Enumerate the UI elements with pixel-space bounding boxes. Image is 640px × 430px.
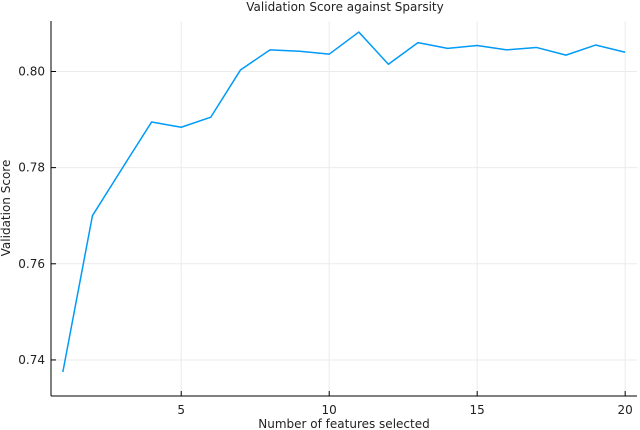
- y-tick-label: 0.74: [18, 353, 45, 367]
- y-axis-label: Validation Score: [0, 160, 13, 257]
- series-line: [62, 31, 626, 373]
- ticks: 5 10 15 20 0.74 0.76 0.78 0.80: [18, 64, 633, 417]
- y-tick-label: 0.78: [18, 161, 45, 175]
- x-tick-label: 10: [322, 403, 337, 417]
- x-axis-label: Number of features selected: [258, 417, 429, 430]
- x-tick-label: 15: [470, 403, 485, 417]
- x-tick-label: 20: [618, 403, 633, 417]
- y-tick-label: 0.76: [18, 257, 45, 271]
- y-tick-label: 0.80: [18, 64, 45, 78]
- chart-title: Validation Score against Sparsity: [246, 0, 443, 14]
- grid: [51, 21, 637, 396]
- x-tick-label: 5: [177, 403, 185, 417]
- axes: [50, 21, 637, 397]
- series: [62, 31, 626, 373]
